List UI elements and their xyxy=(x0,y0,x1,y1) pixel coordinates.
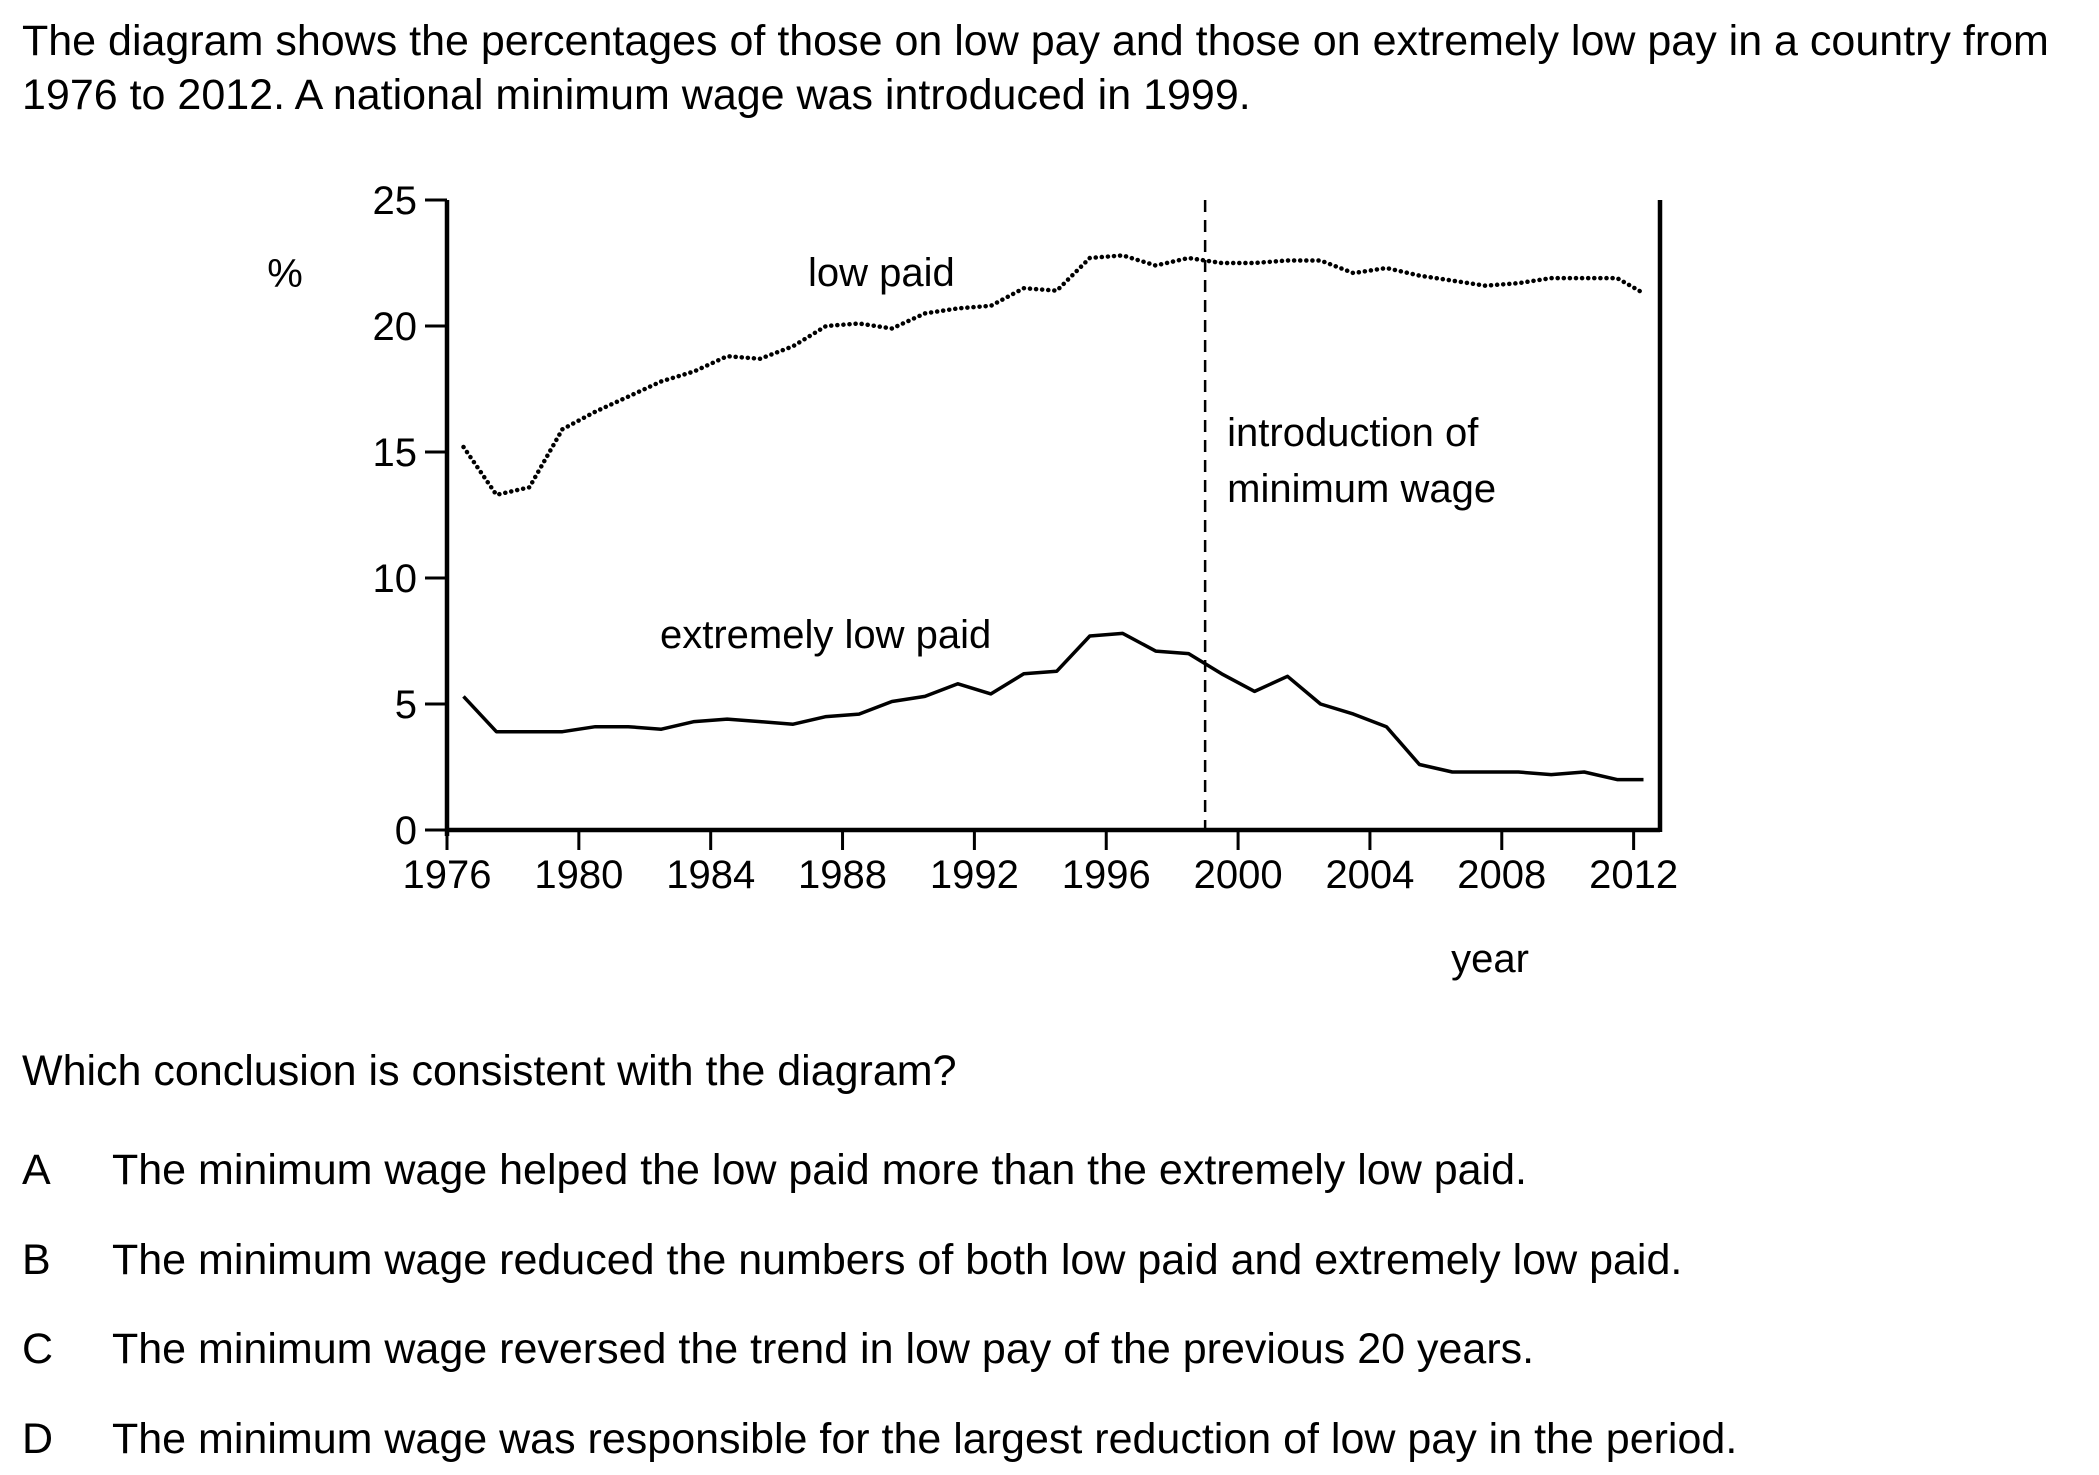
y-axis-label: % xyxy=(267,252,303,296)
intro-text: The diagram shows the percentages of tho… xyxy=(22,17,2049,119)
y-tick-label: 0 xyxy=(395,809,417,853)
chart-axes xyxy=(444,200,1663,836)
option-text: The minimum wage helped the low paid mor… xyxy=(112,1146,1527,1194)
x-tick-label: 2008 xyxy=(1457,853,1546,897)
option-letter: C xyxy=(22,1325,54,1373)
option-letter: A xyxy=(22,1146,51,1194)
chart-annotations: low paid extremely low paid introduction o… xyxy=(660,200,1496,830)
option-text: The minimum wage was responsible for the… xyxy=(112,1415,1738,1463)
chart-ticks: 0 5 10 15 20 25 1976 1980 1984 1988 1992 1996 2000 20… xyxy=(373,179,1679,897)
series-line-low-paid xyxy=(461,253,1646,498)
annotation-low-paid: low paid xyxy=(808,251,955,295)
x-tick-label: 2012 xyxy=(1589,853,1678,897)
x-tick-label: 2004 xyxy=(1325,853,1414,897)
y-tick-label: 5 xyxy=(395,683,417,727)
x-tick-label: 1984 xyxy=(666,853,755,897)
y-tick-label: 20 xyxy=(373,305,418,349)
x-tick-label: 1980 xyxy=(534,853,623,897)
question-text: Which conclusion is consistent with the … xyxy=(22,1047,957,1095)
annotation-extremely-low-paid: extremely low paid xyxy=(660,613,991,657)
series-line-extremely-low-paid xyxy=(462,631,1644,782)
x-tick-label: 1976 xyxy=(403,853,492,897)
chart-series-layer xyxy=(461,253,1646,782)
x-tick-label: 1996 xyxy=(1062,853,1151,897)
line-chart: 0 5 10 15 20 25 1976 1980 1984 1988 1992 1996 2000 20… xyxy=(267,179,1679,981)
annotation-minimum-wage-line: introduction of xyxy=(1227,411,1479,455)
option-a[interactable]: A The minimum wage helped the low paid mo… xyxy=(22,1143,1527,1197)
x-tick-label: 1988 xyxy=(798,853,887,897)
x-axis-label: year xyxy=(1451,937,1529,981)
option-letter: D xyxy=(22,1415,54,1463)
option-text: The minimum wage reduced the numbers of … xyxy=(112,1236,1683,1284)
y-tick-label: 25 xyxy=(373,179,418,223)
option-c[interactable]: C The minimum wage reversed the trend in … xyxy=(22,1322,1534,1376)
option-b[interactable]: B The minimum wage reduced the numbers of… xyxy=(22,1233,1682,1287)
option-text: The minimum wage reversed the trend in l… xyxy=(112,1325,1535,1373)
y-tick-label: 15 xyxy=(373,431,418,475)
option-d[interactable]: D The minimum wage was responsible for th… xyxy=(22,1412,1737,1466)
option-letter: B xyxy=(22,1236,51,1284)
x-tick-label: 2000 xyxy=(1194,853,1283,897)
y-tick-label: 10 xyxy=(373,557,418,601)
x-tick-label: 1992 xyxy=(930,853,1019,897)
annotation-minimum-wage-line: minimum wage xyxy=(1227,467,1496,511)
